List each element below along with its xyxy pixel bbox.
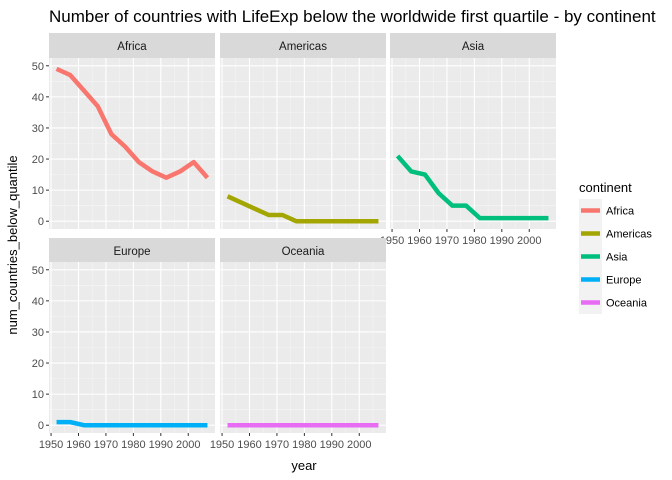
facet-africa: Africa 0 10 20 30 40 50: [32, 33, 215, 229]
legend-label: Asia: [606, 252, 628, 264]
facet-americas: Americas: [220, 33, 386, 229]
x-axis-title: year: [291, 458, 317, 473]
x-tick-label: 1980: [121, 439, 145, 451]
y-tick-label: 10: [32, 185, 44, 197]
y-tick-label: 20: [32, 154, 44, 166]
y-tick-label: 40: [32, 296, 44, 308]
legend-label: Americas: [606, 229, 652, 241]
legend-item-americas: Americas: [579, 222, 652, 245]
facet-strip: [390, 33, 556, 58]
y-tick-label: 0: [38, 216, 44, 228]
legend-item-oceania: Oceania: [579, 291, 648, 314]
x-tick-label: 1970: [265, 439, 289, 451]
x-tick-label: 1970: [435, 235, 459, 247]
series-line-asia: [395, 154, 549, 221]
chart-title: Number of countries with LifeExp below t…: [49, 7, 656, 26]
y-tick-label: 30: [32, 327, 44, 339]
legend-item-asia: Asia: [579, 245, 628, 268]
facet-europe: Europe 0 10 20 30 40 50 1950 1960 1970 1980 1990 200…: [32, 238, 215, 451]
x-tick-label: 1950: [210, 439, 234, 451]
x-tick-label: 1960: [66, 439, 90, 451]
x-tick-label: 1990: [149, 439, 173, 451]
facet-strip-label: Asia: [462, 41, 485, 53]
x-tick-label: 1950: [39, 439, 63, 451]
y-tick-label: 10: [32, 389, 44, 401]
facet-strip: [49, 33, 215, 58]
facet-strip-label: Americas: [279, 41, 327, 53]
x-tick-label: 2000: [517, 235, 541, 247]
x-tick-label: 1960: [407, 235, 431, 247]
facet-strip-label: Africa: [117, 41, 147, 53]
legend-label: Europe: [606, 275, 641, 287]
series-line-europe: [56, 419, 208, 428]
legend-label: Oceania: [606, 298, 648, 310]
series-line-africa: [55, 66, 210, 180]
y-tick-label: 30: [32, 123, 44, 135]
facet-oceania: Oceania 1950 1960 1970 1980 1990 2000: [210, 238, 386, 451]
x-tick-label: 1990: [490, 235, 514, 247]
x-tick-label: 1990: [320, 439, 344, 451]
y-tick-label: 40: [32, 92, 44, 104]
facet-strip: [220, 33, 386, 58]
y-axis-title: num_countries_below_quantile: [5, 155, 20, 334]
x-tick-label: 1980: [462, 235, 486, 247]
x-tick-label: 1960: [237, 439, 261, 451]
x-tick-label: 2000: [347, 439, 371, 451]
facet-strip: [49, 238, 215, 263]
facet-strip: [220, 238, 386, 263]
legend-label: Africa: [606, 206, 635, 218]
facet-strip-label: Europe: [113, 246, 150, 258]
legend-item-europe: Europe: [579, 268, 641, 291]
x-tick-label: 1980: [292, 439, 316, 451]
y-tick-label: 50: [32, 61, 44, 73]
y-tick-label: 50: [32, 265, 44, 277]
x-tick-label: 1970: [94, 439, 118, 451]
x-tick-label: 2000: [176, 439, 200, 451]
series-line-americas: [226, 194, 379, 224]
legend-item-africa: Africa: [579, 199, 635, 222]
legend-title: continent: [579, 180, 632, 195]
y-tick-label: 0: [38, 420, 44, 432]
legend: continent Africa Americas Asia Europe Oceani…: [579, 180, 652, 314]
facet-strip-label: Oceania: [282, 246, 325, 258]
y-tick-label: 20: [32, 358, 44, 370]
